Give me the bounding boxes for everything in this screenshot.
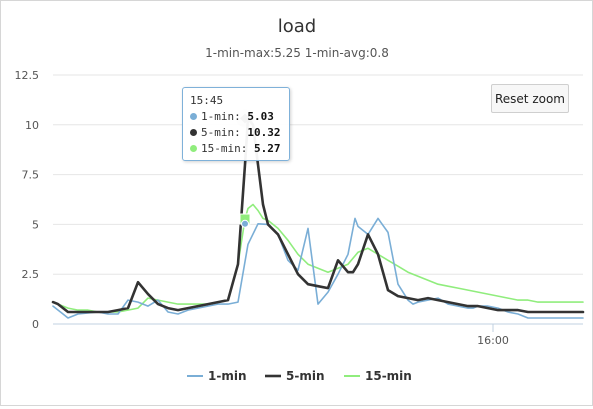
y-tick-label: 5	[32, 218, 39, 231]
reset-zoom-button[interactable]: Reset zoom	[491, 84, 569, 113]
tooltip-row-1min: 1-min: 5.03	[190, 109, 282, 125]
tooltip-series-name: 15-min	[201, 142, 241, 155]
tooltip-series-name: 5-min	[201, 126, 235, 139]
tooltip-series-value: 5.27	[254, 142, 281, 155]
tooltip-row-5min: 5-min: 10.32	[190, 125, 282, 141]
chart-title: load	[278, 16, 316, 37]
series-dot-icon	[190, 112, 197, 120]
series-line-1-min[interactable]	[52, 217, 584, 319]
tooltip-row-15min: 15-min: 5.27	[190, 141, 282, 157]
tooltip-series-value: 5.03	[247, 110, 274, 123]
legend-item-15-min[interactable]: 15-min	[344, 369, 412, 383]
chart-tooltip: 15:45 1-min: 5.03 5-min: 10.32 15-min: 5…	[182, 87, 290, 161]
series-line-5-min[interactable]	[51, 117, 585, 314]
legend-item-5-min[interactable]: 5-min	[265, 369, 325, 383]
y-tick-label: 0	[32, 318, 39, 331]
y-tick-label: 7.5	[22, 169, 40, 182]
marker-1min	[241, 219, 249, 228]
series-dot-icon	[190, 128, 197, 136]
legend[interactable]: 1-min 5-min 15-min	[187, 369, 412, 383]
legend-label: 5-min	[286, 369, 325, 383]
axes: 0 2.5 5 7.5 10 12.5 16:00	[15, 69, 583, 347]
y-tick-label: 2.5	[22, 268, 40, 281]
legend-item-1-min[interactable]: 1-min	[187, 369, 247, 383]
legend-label: 1-min	[208, 369, 247, 383]
tooltip-series-name: 1-min	[201, 110, 235, 123]
legend-label: 15-min	[365, 369, 412, 383]
tooltip-series-value: 10.32	[247, 126, 281, 139]
grid-lines	[53, 74, 583, 275]
x-tick-label: 16:00	[477, 334, 509, 347]
series-line-15-min[interactable]	[52, 203, 584, 313]
chart-subtitle: 1-min-max:5.25 1-min-avg:0.8	[205, 46, 389, 60]
y-tick-label: 12.5	[15, 69, 40, 82]
series-lines[interactable]	[51, 117, 585, 319]
y-tick-label: 10	[25, 119, 39, 132]
tooltip-time: 15:45	[190, 94, 224, 107]
series-dot-icon	[190, 144, 197, 152]
